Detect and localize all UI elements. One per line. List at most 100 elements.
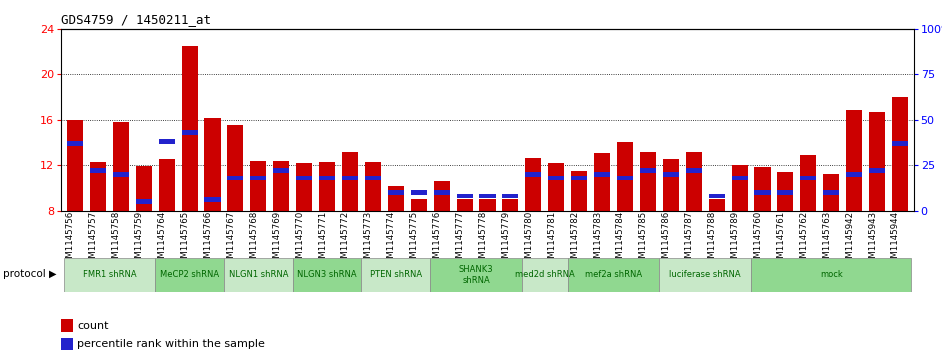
Bar xyxy=(594,153,610,211)
Bar xyxy=(136,166,152,211)
Bar xyxy=(732,165,748,211)
Text: GSM1145773: GSM1145773 xyxy=(364,211,373,269)
Text: GSM1145778: GSM1145778 xyxy=(479,211,488,269)
Bar xyxy=(204,118,220,211)
Bar xyxy=(777,172,793,211)
Bar xyxy=(617,143,633,211)
Text: GSM1145781: GSM1145781 xyxy=(547,211,556,269)
Text: GSM1145943: GSM1145943 xyxy=(869,211,877,269)
Bar xyxy=(659,258,751,291)
Bar xyxy=(411,199,427,211)
Bar xyxy=(224,258,293,291)
Text: GSM1145768: GSM1145768 xyxy=(250,211,258,269)
Bar xyxy=(640,168,656,173)
Bar xyxy=(158,139,174,144)
Bar xyxy=(388,190,404,195)
Text: count: count xyxy=(77,321,108,331)
Text: GSM1145784: GSM1145784 xyxy=(616,211,625,269)
Bar xyxy=(526,172,542,176)
Text: GSM1145787: GSM1145787 xyxy=(685,211,693,269)
Bar xyxy=(342,152,358,211)
Bar xyxy=(89,162,106,211)
Bar xyxy=(571,171,587,211)
Text: GSM1145758: GSM1145758 xyxy=(112,211,121,269)
Bar xyxy=(227,176,243,180)
Text: GSM1145788: GSM1145788 xyxy=(707,211,717,269)
Bar xyxy=(365,162,381,211)
Text: GSM1145789: GSM1145789 xyxy=(731,211,739,269)
Text: GSM1145759: GSM1145759 xyxy=(135,211,144,269)
Text: mock: mock xyxy=(820,270,842,280)
Text: med2d shRNA: med2d shRNA xyxy=(515,270,575,280)
Text: GSM1145760: GSM1145760 xyxy=(754,211,762,269)
Bar xyxy=(457,194,473,198)
Bar xyxy=(640,152,656,211)
Text: NLGN1 shRNA: NLGN1 shRNA xyxy=(229,270,288,280)
Text: GSM1145757: GSM1145757 xyxy=(89,211,98,269)
Bar xyxy=(594,172,610,176)
Text: GSM1145786: GSM1145786 xyxy=(662,211,671,269)
Text: GSM1145762: GSM1145762 xyxy=(800,211,808,269)
Text: SHANK3
shRNA: SHANK3 shRNA xyxy=(459,265,494,285)
Bar xyxy=(755,167,771,211)
Bar xyxy=(365,176,381,180)
Bar xyxy=(182,130,198,135)
Bar xyxy=(319,176,335,180)
Bar xyxy=(251,176,267,180)
Text: mef2a shRNA: mef2a shRNA xyxy=(585,270,642,280)
Text: GSM1145769: GSM1145769 xyxy=(272,211,282,269)
Bar xyxy=(663,159,679,211)
Bar xyxy=(801,176,817,180)
Bar xyxy=(293,258,362,291)
Bar xyxy=(548,163,564,211)
Bar xyxy=(823,190,839,195)
Text: GSM1145780: GSM1145780 xyxy=(525,211,533,269)
Text: GSM1145942: GSM1145942 xyxy=(845,211,854,269)
Text: GSM1145774: GSM1145774 xyxy=(387,211,396,269)
Bar xyxy=(479,194,495,198)
Bar xyxy=(686,152,702,211)
Bar xyxy=(777,190,793,195)
Bar xyxy=(251,160,267,211)
Bar xyxy=(433,181,449,211)
Bar xyxy=(522,258,568,291)
Bar xyxy=(433,190,449,195)
Bar xyxy=(89,168,106,173)
Bar xyxy=(457,199,473,211)
Bar xyxy=(892,141,908,146)
Bar xyxy=(686,168,702,173)
Text: MeCP2 shRNA: MeCP2 shRNA xyxy=(160,270,219,280)
Bar xyxy=(182,46,198,211)
Bar xyxy=(732,176,748,180)
Bar xyxy=(296,176,312,180)
Bar xyxy=(823,174,839,211)
Text: GSM1145770: GSM1145770 xyxy=(295,211,304,269)
Bar xyxy=(136,199,152,204)
Bar xyxy=(548,176,564,180)
Bar xyxy=(869,168,885,173)
Text: GSM1145777: GSM1145777 xyxy=(456,211,464,269)
Text: GSM1145756: GSM1145756 xyxy=(66,211,75,269)
Bar xyxy=(319,162,335,211)
Text: GSM1145783: GSM1145783 xyxy=(593,211,602,269)
Text: PTEN shRNA: PTEN shRNA xyxy=(370,270,422,280)
Bar xyxy=(227,126,243,211)
Bar xyxy=(755,190,771,195)
Bar xyxy=(571,176,587,180)
Bar xyxy=(846,110,862,211)
Text: GSM1145785: GSM1145785 xyxy=(639,211,648,269)
Text: GSM1145772: GSM1145772 xyxy=(341,211,350,269)
Bar xyxy=(362,258,430,291)
Bar xyxy=(892,97,908,211)
Bar xyxy=(113,172,129,176)
Bar xyxy=(273,168,289,173)
Bar xyxy=(502,199,518,211)
Bar xyxy=(430,258,522,291)
Text: GSM1145782: GSM1145782 xyxy=(570,211,579,269)
Text: GDS4759 / 1450211_at: GDS4759 / 1450211_at xyxy=(61,13,211,26)
Bar xyxy=(67,120,83,211)
Text: FMR1 shRNA: FMR1 shRNA xyxy=(83,270,137,280)
Bar xyxy=(158,159,174,211)
Text: GSM1145767: GSM1145767 xyxy=(226,211,236,269)
Bar xyxy=(204,197,220,202)
